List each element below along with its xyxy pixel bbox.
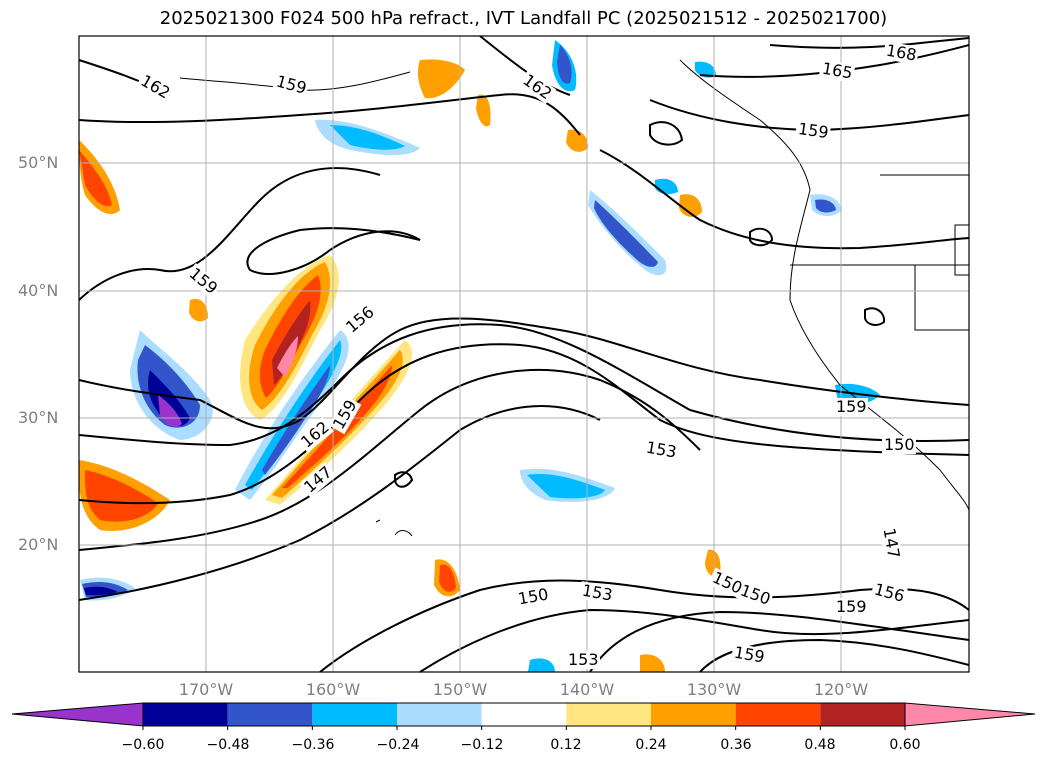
lon-label-120w: 120°W (813, 680, 869, 699)
colorbar-segment (143, 703, 228, 726)
lon-label-160w: 160°W (305, 680, 361, 699)
contour-label-bg (514, 585, 552, 609)
shaded-fields (79, 40, 880, 672)
contour-label: 159 (836, 597, 867, 616)
contour-label-bg (870, 579, 908, 607)
contour-label-bg (882, 41, 920, 65)
contour-label-bg (578, 581, 616, 605)
lat-label-50n: 50°N (18, 153, 59, 172)
colorbar-frame (142, 702, 906, 727)
colorbar-segment (312, 703, 397, 726)
contour-label-bg (730, 643, 768, 667)
colorbar-tick: −0.12 (460, 737, 504, 753)
contour-label-bg (882, 436, 916, 454)
contour-label-bg (135, 70, 175, 104)
colorbar-segment (651, 703, 736, 726)
contour-label-bg (566, 651, 600, 669)
colorbar-segment (820, 703, 905, 726)
colorbar-tick: −0.24 (376, 737, 420, 753)
contour-label-bg (341, 302, 379, 338)
lon-label-130w: 130°W (686, 680, 742, 699)
colorbar-tick: 0.48 (804, 737, 836, 753)
colorbar-tick: −0.60 (121, 737, 165, 753)
contour-label-bg (879, 524, 903, 562)
colorbar (11, 702, 1036, 730)
colorbar-segment (735, 703, 821, 726)
contour-label-bg (296, 417, 334, 453)
colorbar-tick: 0.24 (635, 737, 667, 753)
contour-label-bg (184, 263, 222, 299)
lat-label-40n: 40°N (18, 281, 59, 300)
contour-label-bg (735, 580, 775, 610)
contour-label-bg (328, 395, 362, 435)
lat-label-20n: 20°N (18, 535, 59, 554)
colorbar-tick: 0.60 (889, 737, 921, 753)
contour-label-bg (272, 71, 310, 99)
graticule (79, 36, 969, 672)
colorbar-tick: 0.12 (550, 737, 582, 753)
colorbar-tick: 0.36 (720, 737, 752, 753)
contour-label-bg (299, 462, 337, 498)
map-title: 2025021300 F024 500 hPa refract., IVT La… (159, 8, 888, 29)
contour-label-bg (642, 438, 680, 462)
colorbar-tick: −0.48 (206, 737, 250, 753)
colorbar-segment (566, 703, 651, 726)
colorbar-extend-low (11, 702, 144, 727)
contour-label-bg (517, 69, 557, 105)
colorbar-extend-high (904, 702, 1036, 727)
contour-label-bg (818, 59, 856, 83)
contour-label-bg (707, 567, 747, 599)
colorbar-segment (481, 703, 567, 726)
contour-label-bg (834, 598, 868, 616)
colorbar-tick: −0.36 (291, 737, 335, 753)
contour-label-bg (834, 398, 868, 416)
lon-label-140w: 140°W (559, 680, 615, 699)
lon-label-170w: 170°W (178, 680, 234, 699)
map-frame (78, 35, 970, 673)
lat-label-30n: 30°N (18, 408, 59, 427)
contour-label: 153 (568, 650, 599, 669)
colorbar-segment (397, 703, 482, 726)
contour-label-bg (794, 119, 832, 143)
contour-label: 159 (797, 119, 830, 142)
contour-label: 150 (884, 435, 915, 454)
contour-label: 159 (836, 397, 867, 416)
lon-label-150w: 150°W (432, 680, 488, 699)
colorbar-segment (227, 703, 313, 726)
